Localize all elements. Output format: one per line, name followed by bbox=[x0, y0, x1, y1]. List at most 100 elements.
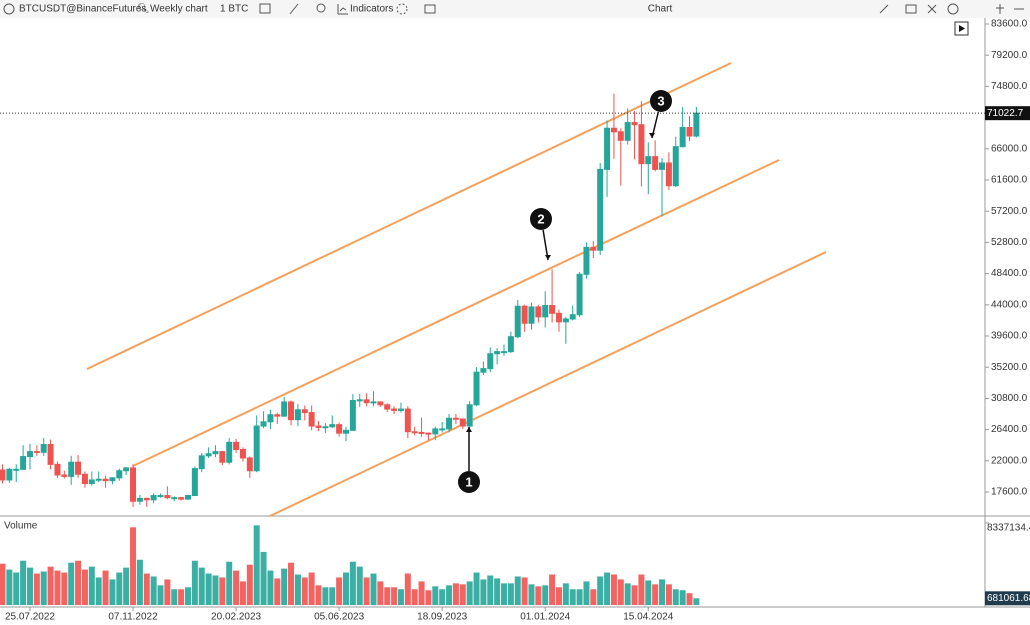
volume-bar bbox=[136, 559, 143, 605]
y-tick-label: 74800.0 bbox=[991, 81, 1028, 92]
volume-bar bbox=[501, 583, 508, 605]
symbol-icon[interactable] bbox=[3, 3, 15, 15]
volume-bar bbox=[61, 572, 68, 605]
volume-bar bbox=[178, 589, 185, 605]
zoom-button[interactable] bbox=[316, 3, 326, 13]
candle-body bbox=[40, 443, 47, 453]
y-tick-label: 66000.0 bbox=[991, 143, 1028, 154]
volume-bar bbox=[343, 572, 349, 605]
y-tick-label: 17600.0 bbox=[991, 487, 1028, 498]
candle-body bbox=[20, 456, 27, 470]
fullscreen-button[interactable] bbox=[927, 4, 937, 14]
y-tick-label: 52800.0 bbox=[991, 237, 1028, 248]
x-tick-label: 25.07.2022 bbox=[5, 612, 55, 623]
channel-line bbox=[269, 251, 827, 517]
x-tick-label: 20.02.2023 bbox=[211, 612, 261, 623]
candle-body bbox=[233, 441, 240, 450]
draw-button[interactable] bbox=[289, 3, 299, 15]
candle-body bbox=[329, 424, 336, 428]
current-volume-label: 681061.68 bbox=[987, 593, 1030, 604]
volume-bar bbox=[95, 577, 102, 605]
layout-button[interactable] bbox=[424, 4, 436, 14]
volume-bar bbox=[397, 589, 404, 605]
x-tick-label: 05.06.2023 bbox=[314, 612, 364, 623]
annotation-arrowhead bbox=[649, 133, 655, 138]
volume-bar bbox=[446, 585, 453, 605]
candle-body bbox=[6, 468, 13, 481]
volume-bar bbox=[13, 572, 20, 605]
candle-body bbox=[514, 305, 521, 338]
volume-bar bbox=[439, 589, 446, 605]
volume-bar bbox=[288, 562, 295, 605]
volume-bar bbox=[322, 587, 329, 605]
annotation-badge bbox=[458, 471, 480, 493]
candle-body bbox=[246, 457, 253, 472]
volume-bar bbox=[68, 562, 75, 605]
screenshot-button[interactable] bbox=[905, 4, 917, 14]
volume-bar bbox=[528, 584, 535, 605]
volume-bar bbox=[184, 587, 191, 605]
volume-bar bbox=[377, 581, 384, 605]
volume-bar bbox=[294, 574, 301, 605]
candle-body bbox=[397, 408, 404, 411]
candle-body bbox=[583, 246, 590, 275]
y-tick-label: 39600.0 bbox=[991, 331, 1028, 342]
volume-bar bbox=[212, 575, 219, 605]
x-tick-label: 07.11.2022 bbox=[108, 612, 158, 623]
current-price-tag bbox=[985, 106, 1030, 121]
volume-bar bbox=[404, 573, 411, 605]
candle-body bbox=[542, 305, 549, 318]
settings-button[interactable] bbox=[396, 3, 408, 15]
chart-type-button[interactable] bbox=[259, 3, 271, 14]
volume-bar bbox=[480, 579, 487, 605]
candle-body bbox=[336, 424, 343, 434]
quantity[interactable]: 1 BTC bbox=[220, 4, 248, 15]
volume-bar bbox=[253, 525, 260, 605]
volume-bar bbox=[20, 560, 27, 605]
window-buttons bbox=[879, 3, 1024, 15]
candle-body bbox=[439, 428, 446, 431]
marks bbox=[0, 93, 700, 605]
candle-body bbox=[226, 441, 233, 463]
candle-body bbox=[356, 399, 363, 402]
y-tick-label: 61600.0 bbox=[991, 175, 1028, 186]
theme-button[interactable] bbox=[947, 3, 959, 15]
pin-button[interactable] bbox=[996, 4, 1004, 14]
candle-body bbox=[343, 429, 349, 434]
candle-body bbox=[267, 414, 274, 423]
candle-body bbox=[315, 425, 322, 428]
volume-bar bbox=[549, 574, 556, 605]
candle-body bbox=[116, 470, 123, 479]
candle-body bbox=[418, 431, 425, 434]
y-tick-label: 44000.0 bbox=[991, 299, 1028, 310]
volume-bar bbox=[329, 587, 336, 605]
search-icon[interactable]: 🔍︎ bbox=[137, 3, 150, 15]
candle-body bbox=[26, 451, 33, 458]
volume-bar bbox=[281, 568, 288, 605]
interval[interactable]: Weekly chart bbox=[150, 4, 208, 15]
volume-bar bbox=[40, 571, 47, 605]
candle-body bbox=[501, 351, 508, 354]
volume-bar bbox=[267, 570, 274, 605]
candle-body bbox=[239, 448, 246, 459]
x-tick-label: 01.01.2024 bbox=[520, 612, 570, 623]
candle-body bbox=[274, 414, 281, 417]
candle-body bbox=[253, 425, 260, 472]
volume-bar bbox=[171, 589, 178, 605]
volume-bar bbox=[597, 576, 604, 605]
expand-button[interactable] bbox=[879, 4, 889, 14]
volume-bar bbox=[226, 561, 233, 605]
candle-body bbox=[150, 495, 157, 501]
volume-bar bbox=[659, 579, 666, 605]
candle-body bbox=[54, 463, 61, 476]
symbol[interactable]: BTCUSDT@BinanceFutures bbox=[19, 4, 146, 15]
indicators[interactable]: Indicators bbox=[350, 4, 393, 15]
volume-bar bbox=[617, 579, 624, 605]
indicators-icon[interactable] bbox=[337, 4, 348, 15]
volume-bar bbox=[432, 586, 439, 605]
volume-bar bbox=[521, 577, 528, 605]
current-price-label: 71022.7 bbox=[987, 108, 1024, 119]
candle-body bbox=[75, 461, 82, 475]
